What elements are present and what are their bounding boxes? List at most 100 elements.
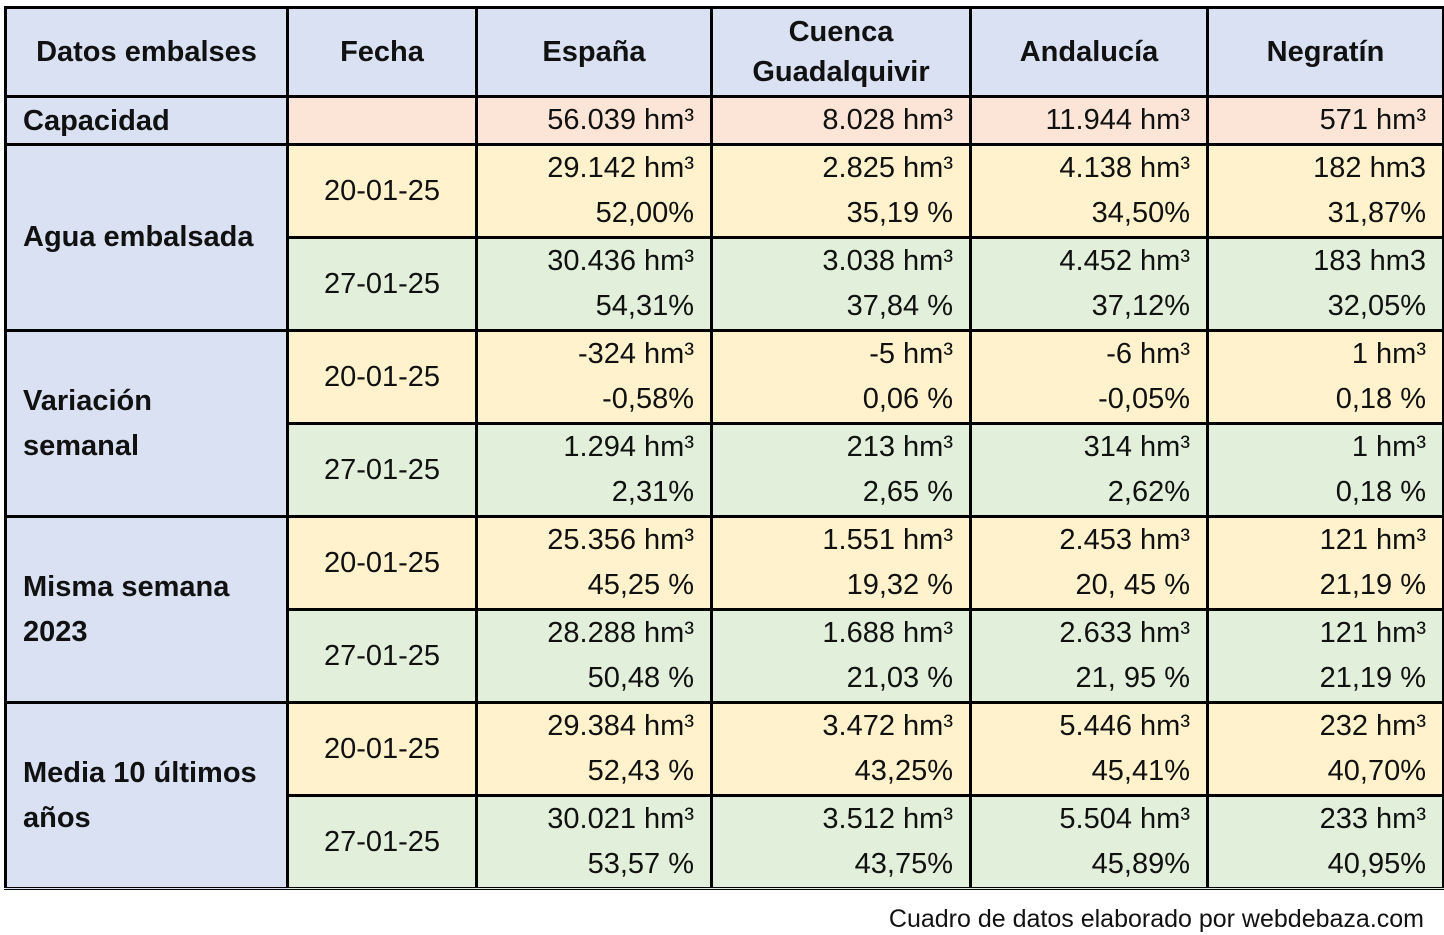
value-cell: 213 hm³ 2,65 % [710, 422, 972, 518]
value-cell: 121 hm³ 21,19 % [1206, 515, 1444, 611]
reservoir-data-table: Datos embalses Fecha España Cuenca Guadalqu… [4, 6, 1444, 890]
percent-value: 53,57 % [587, 848, 694, 880]
value-cell: 30.436 hm³ 54,31% [475, 236, 713, 332]
volume-value: 183 hm3 [1313, 245, 1426, 277]
volume-value: 28.288 hm³ [547, 617, 694, 649]
percent-value: 21,19 % [1319, 662, 1426, 694]
volume-value: -6 hm³ [1106, 338, 1190, 370]
percent-value: 52,00% [595, 197, 694, 229]
volume-value: 5.504 hm³ [1059, 803, 1190, 835]
value-cell: 121 hm³ 21,19 % [1206, 608, 1444, 704]
percent-value: 37,12% [1091, 290, 1190, 322]
percent-value: 31,87% [1327, 197, 1426, 229]
volume-value: 232 hm³ [1319, 710, 1426, 742]
date-cell: 27-01-25 [286, 794, 478, 890]
volume-value: 4.452 hm³ [1059, 245, 1190, 277]
capacity-value: 571 hm³ [1206, 95, 1444, 146]
column-header: España [475, 6, 713, 98]
volume-value: 182 hm3 [1313, 152, 1426, 184]
table-row: 27-01-25 30.021 hm³ 53,57 % 3.512 hm³ 43,75%… [6, 794, 1444, 890]
value-cell: 25.356 hm³ 45,25 % [475, 515, 713, 611]
value-cell: 3.512 hm³ 43,75% [710, 794, 972, 890]
column-header: Cuenca Guadalquivir [710, 6, 972, 98]
volume-value: 1.688 hm³ [822, 617, 953, 649]
percent-value: 50,48 % [587, 662, 694, 694]
value-cell: 1.294 hm³ 2,31% [475, 422, 713, 518]
value-cell: 1.551 hm³ 19,32 % [710, 515, 972, 611]
value-cell: 2.633 hm³ 21, 95 % [969, 608, 1209, 704]
date-cell: 27-01-25 [286, 422, 478, 518]
date-cell: 27-01-25 [286, 236, 478, 332]
table-row: Agua embalsada 20-01-25 29.142 hm³ 52,00% 2.… [4, 143, 1444, 332]
percent-value: 40,95% [1327, 848, 1426, 880]
volume-value: 2.633 hm³ [1059, 617, 1190, 649]
value-cell: 4.138 hm³ 34,50% [969, 143, 1209, 239]
volume-value: 233 hm³ [1319, 803, 1426, 835]
percent-value: 2,31% [611, 476, 694, 508]
percent-value: 43,75% [854, 848, 953, 880]
percent-value: 21,19 % [1319, 569, 1426, 601]
percent-value: 21,03 % [846, 662, 953, 694]
value-cell: 5.504 hm³ 45,89% [969, 794, 1209, 890]
percent-value: 40,70% [1327, 755, 1426, 787]
value-cell: 1 hm³ 0,18 % [1206, 329, 1444, 425]
value-cell: -324 hm³ -0,58% [475, 329, 713, 425]
percent-value: 20, 45 % [1075, 569, 1190, 601]
percent-value: 0,18 % [1335, 476, 1426, 508]
volume-value: 121 hm³ [1319, 524, 1426, 556]
volume-value: 5.446 hm³ [1059, 710, 1190, 742]
volume-value: 1.551 hm³ [822, 524, 953, 556]
percent-value: 35,19 % [846, 197, 953, 229]
row-group-label: Variación semanal [4, 329, 289, 518]
volume-value: 1 hm³ [1351, 338, 1426, 370]
value-cell: 183 hm3 32,05% [1206, 236, 1444, 332]
value-cell: 30.021 hm³ 53,57 % [475, 794, 713, 890]
value-cell: 3.038 hm³ 37,84 % [710, 236, 972, 332]
volume-value: 30.436 hm³ [547, 245, 694, 277]
empty-date-cell [286, 95, 478, 146]
table-row: 27-01-25 28.288 hm³ 50,48 % 1.688 hm³ 21,03 … [6, 608, 1444, 704]
date-cell: 20-01-25 [286, 143, 478, 239]
value-cell: 28.288 hm³ 50,48 % [475, 608, 713, 704]
value-cell: 3.472 hm³ 43,25% [710, 701, 972, 797]
volume-value: 29.142 hm³ [547, 152, 694, 184]
table-row: Misma semana 2023 20-01-25 25.356 hm³ 45,25… [4, 515, 1444, 704]
percent-value: 34,50% [1091, 197, 1190, 229]
row-group-label: Misma semana 2023 [4, 515, 289, 704]
percent-value: 0,18 % [1335, 383, 1426, 415]
volume-value: 4.138 hm³ [1059, 152, 1190, 184]
capacity-value: 56.039 hm³ [475, 95, 713, 146]
row-group-label: Media 10 últimos años [4, 701, 289, 890]
column-header: Datos embalses [4, 6, 289, 98]
volume-value: 29.384 hm³ [547, 710, 694, 742]
credit-footer: Cuadro de datos elaborado por webdebaza.… [888, 905, 1424, 933]
percent-value: -0,05% [1098, 383, 1190, 415]
percent-value: 45,41% [1091, 755, 1190, 787]
date-cell: 20-01-25 [286, 701, 478, 797]
table-row: 27-01-25 1.294 hm³ 2,31% 213 hm³ 2,65 % 314 h… [6, 422, 1444, 518]
volume-value: 2.453 hm³ [1059, 524, 1190, 556]
value-cell: 1 hm³ 0,18 % [1206, 422, 1444, 518]
value-cell: 233 hm³ 40,95% [1206, 794, 1444, 890]
row-group-label: Agua embalsada [4, 143, 289, 332]
column-header: Fecha [286, 6, 478, 98]
volume-value: -5 hm³ [869, 338, 953, 370]
date-cell: 27-01-25 [286, 608, 478, 704]
volume-value: 213 hm³ [846, 431, 953, 463]
value-cell: -6 hm³ -0,05% [969, 329, 1209, 425]
percent-value: 2,65 % [862, 476, 953, 508]
volume-value: -324 hm³ [577, 338, 694, 370]
table-row: Media 10 últimos años 20-01-25 29.384 hm³ 5… [4, 701, 1444, 890]
volume-value: 1 hm³ [1351, 431, 1426, 463]
header-row: Datos embalses Fecha España Cuenca Guadalqu… [4, 6, 1444, 98]
value-cell: 2.453 hm³ 20, 45 % [969, 515, 1209, 611]
value-cell: 1.688 hm³ 21,03 % [710, 608, 972, 704]
value-cell: 2.825 hm³ 35,19 % [710, 143, 972, 239]
volume-value: 3.472 hm³ [822, 710, 953, 742]
value-cell: 232 hm³ 40,70% [1206, 701, 1444, 797]
percent-value: 2,62% [1107, 476, 1190, 508]
value-cell: 4.452 hm³ 37,12% [969, 236, 1209, 332]
volume-value: 3.038 hm³ [822, 245, 953, 277]
volume-value: 25.356 hm³ [547, 524, 694, 556]
column-header: Negratín [1206, 6, 1444, 98]
